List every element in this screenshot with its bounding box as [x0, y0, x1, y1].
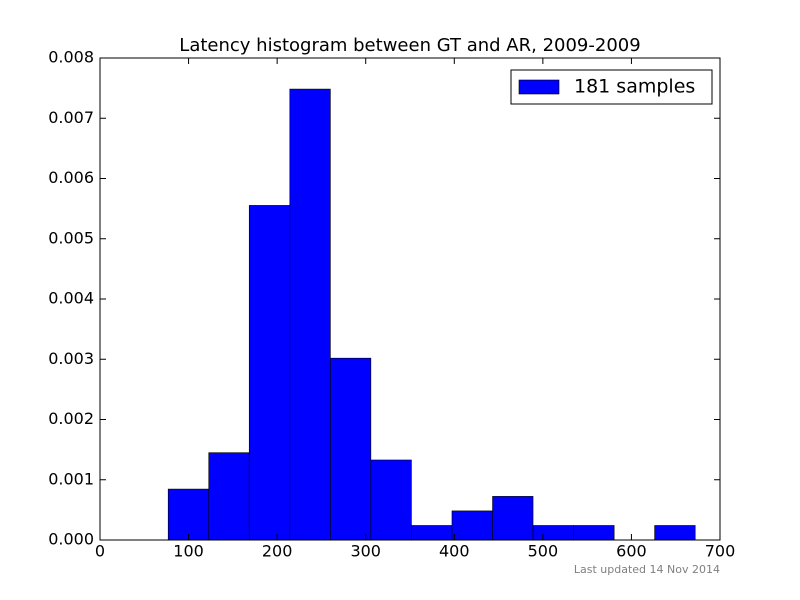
- chart-title: Latency histogram between GT and AR, 200…: [179, 35, 640, 56]
- x-tick-label: 300: [350, 542, 381, 561]
- y-tick-label: 0.000: [48, 530, 94, 549]
- bar: [289, 88, 331, 541]
- bar: [248, 205, 291, 541]
- x-tick-label: 0: [95, 542, 105, 561]
- y-tick-label: 0.008: [48, 48, 94, 67]
- bar: [370, 459, 412, 541]
- y-tick-label: 0.007: [48, 108, 94, 127]
- legend-label: 181 samples: [574, 76, 695, 98]
- bar: [573, 525, 615, 541]
- y-tick-label: 0.003: [48, 349, 94, 368]
- x-tick-label: 600: [616, 542, 647, 561]
- legend-swatch: [518, 79, 560, 95]
- bar: [532, 525, 574, 541]
- bar: [492, 496, 534, 541]
- bar: [654, 525, 696, 541]
- x-tick-label: 100: [173, 542, 204, 561]
- bar: [451, 510, 493, 541]
- y-tick-label: 0.002: [48, 409, 94, 428]
- x-tick-label: 700: [705, 542, 736, 561]
- bar: [411, 525, 453, 541]
- y-tick-label: 0.006: [48, 168, 94, 187]
- bar: [167, 488, 210, 541]
- bar: [330, 357, 372, 541]
- x-tick-label: 500: [528, 542, 559, 561]
- x-tick-label: 400: [439, 542, 470, 561]
- x-tick-label: 200: [262, 542, 293, 561]
- bar: [208, 452, 250, 541]
- y-tick-label: 0.005: [48, 228, 94, 247]
- footnote: Last updated 14 Nov 2014: [574, 563, 720, 576]
- y-tick-label: 0.004: [48, 289, 94, 308]
- y-tick-label: 0.001: [48, 469, 94, 488]
